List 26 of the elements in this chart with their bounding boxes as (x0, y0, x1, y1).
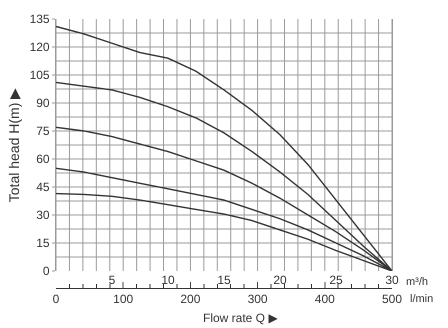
y-tick-label: 60 (36, 152, 50, 166)
x-tick-label: 20 (273, 273, 287, 288)
y-axis-title: Total head H(m) ▶ (6, 88, 22, 202)
y-tick-label: 45 (36, 180, 50, 194)
x2-tick-label: 500 (382, 292, 402, 306)
x-tick-label: 5 (108, 273, 116, 288)
x2-tick-label: 100 (113, 292, 134, 306)
x-axis-title: m³/h (406, 276, 428, 288)
x2-tick-label: 0 (52, 292, 60, 306)
y-tick-label: 105 (30, 68, 50, 82)
x2-axis-title: l/min (410, 293, 434, 305)
y-tick-label: 0 (42, 264, 50, 278)
text: Flow rate Q ▶ (203, 311, 278, 325)
x2-tick-label: 300 (248, 292, 268, 306)
y-tick-label: 135 (30, 12, 50, 26)
x-tick-label: 15 (217, 273, 231, 288)
y-tick-label: 30 (36, 208, 50, 222)
x2-tick-label: 400 (314, 292, 336, 306)
x-tick-label: 25 (329, 273, 343, 288)
y-tick-label: 120 (30, 40, 50, 54)
y-tick-label: 75 (36, 124, 50, 138)
x-tick-label: 30 (385, 273, 399, 288)
x-tick-label: 10 (161, 273, 175, 288)
y-tick-label: 90 (36, 96, 50, 110)
y-tick-label: 15 (36, 236, 50, 250)
x2-tick-label: 200 (180, 292, 201, 306)
